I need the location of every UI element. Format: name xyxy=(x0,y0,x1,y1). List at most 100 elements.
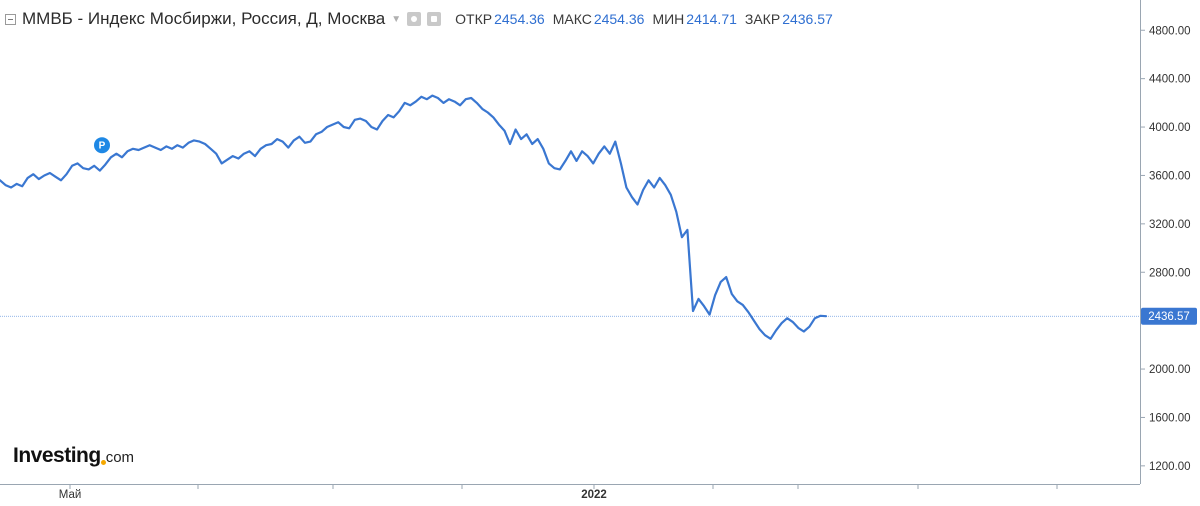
data-point xyxy=(459,105,461,107)
data-point xyxy=(642,189,644,191)
y-tick-label: 1600.00 xyxy=(1149,412,1191,424)
data-point xyxy=(676,211,678,213)
data-point xyxy=(637,204,639,206)
symbol-title: ММВБ - Индекс Мосбиржи, Россия, Д, Москв… xyxy=(22,9,386,28)
event-marker-circle[interactable] xyxy=(94,137,110,154)
y-tick-label: 2000.00 xyxy=(1149,364,1191,376)
data-point xyxy=(177,144,179,146)
data-point xyxy=(725,276,727,278)
data-point xyxy=(44,175,46,177)
data-point xyxy=(204,143,206,145)
data-point xyxy=(709,314,711,316)
data-point xyxy=(648,180,650,182)
plot-area[interactable]: P 2436.57 xyxy=(0,94,1197,340)
data-point xyxy=(498,124,500,126)
data-point xyxy=(681,236,683,238)
logo-suffix: com xyxy=(105,449,135,466)
data-point xyxy=(792,321,794,323)
data-point xyxy=(759,328,761,330)
data-point xyxy=(615,141,617,143)
event-marker-label: P xyxy=(99,141,106,152)
data-point xyxy=(426,98,428,100)
data-point xyxy=(348,128,350,130)
investing-logo: Investing com xyxy=(13,444,134,468)
data-point xyxy=(121,157,123,159)
data-point xyxy=(5,184,7,186)
data-point xyxy=(798,327,800,329)
gear-icon[interactable] xyxy=(427,12,442,26)
data-point xyxy=(182,147,184,149)
data-point xyxy=(443,102,445,104)
data-point xyxy=(215,153,217,155)
last-price-badge-bg xyxy=(1141,307,1197,325)
data-point xyxy=(576,160,578,162)
data-point xyxy=(509,143,511,145)
data-point xyxy=(71,165,73,167)
ohlc-close-label: ЗАКР xyxy=(744,11,781,27)
data-point xyxy=(60,180,62,182)
data-point xyxy=(55,176,57,178)
data-point xyxy=(332,124,334,126)
data-point xyxy=(404,102,406,104)
data-point xyxy=(565,160,567,162)
ohlc-high-value: 2454.36 xyxy=(593,11,645,27)
data-point xyxy=(753,320,755,322)
data-point xyxy=(687,229,689,231)
data-point xyxy=(143,147,145,149)
data-point xyxy=(659,177,661,179)
data-point xyxy=(554,167,556,169)
data-point xyxy=(775,330,777,332)
data-point xyxy=(33,173,35,175)
data-point xyxy=(570,151,572,153)
data-point xyxy=(27,177,29,179)
data-point xyxy=(409,105,411,107)
data-point xyxy=(781,322,783,324)
data-point xyxy=(786,317,788,319)
y-tick-label: 3200.00 xyxy=(1149,219,1191,231)
data-point xyxy=(448,98,450,100)
data-point xyxy=(493,117,495,119)
data-point xyxy=(326,126,328,128)
event-marker[interactable]: P xyxy=(94,137,110,154)
data-point xyxy=(299,136,301,138)
data-point xyxy=(592,163,594,165)
data-point xyxy=(559,169,561,171)
data-point xyxy=(376,129,378,131)
data-point xyxy=(77,163,79,165)
data-point xyxy=(748,311,750,313)
y-tick-label: 3600.00 xyxy=(1149,170,1191,182)
collapse-icon[interactable] xyxy=(5,13,16,25)
data-point xyxy=(371,126,373,128)
logo-dot xyxy=(100,460,106,465)
data-point xyxy=(587,155,589,157)
data-point xyxy=(465,98,467,100)
data-point xyxy=(609,153,611,155)
last-price-label: 2436.57 xyxy=(1148,311,1190,323)
data-point xyxy=(365,120,367,122)
data-point xyxy=(271,143,273,145)
data-point xyxy=(321,131,323,133)
data-point xyxy=(581,151,583,153)
ohlc-open-value: 2454.36 xyxy=(494,11,545,27)
data-point xyxy=(166,146,168,148)
data-point xyxy=(116,153,118,155)
data-point xyxy=(99,170,101,172)
caret-down-icon[interactable]: ▼ xyxy=(391,13,402,25)
data-point xyxy=(598,153,600,155)
y-tick-label: 4800.00 xyxy=(1149,25,1191,37)
price-series-line[interactable] xyxy=(0,94,828,340)
ohlc-close-value: 2436.57 xyxy=(782,11,833,27)
ohlc-high-label: МАКС xyxy=(552,11,592,27)
data-point xyxy=(814,317,816,319)
data-point xyxy=(432,95,434,97)
data-point xyxy=(199,141,201,143)
last-price-badge: 2436.57 xyxy=(1141,307,1197,325)
eye-icon[interactable] xyxy=(407,12,422,26)
data-point xyxy=(337,121,339,123)
data-point xyxy=(16,183,18,185)
data-point xyxy=(360,118,362,120)
data-point xyxy=(343,126,345,128)
data-point xyxy=(127,151,129,153)
data-point xyxy=(631,196,633,198)
